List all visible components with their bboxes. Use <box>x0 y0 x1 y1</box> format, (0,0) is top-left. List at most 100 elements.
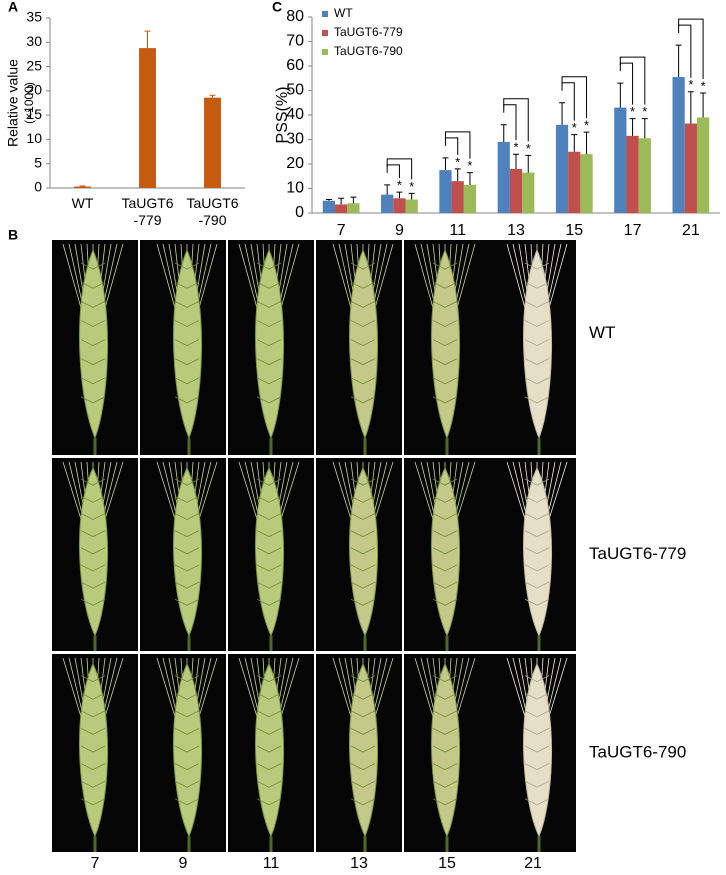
significance-bracket <box>444 131 471 159</box>
spikelet <box>350 798 376 806</box>
spikelet <box>350 598 376 606</box>
spikelet <box>80 377 106 385</box>
spikelet <box>80 262 106 270</box>
spikelet <box>432 358 458 366</box>
spikelet <box>432 745 458 753</box>
spikelet <box>256 495 282 503</box>
significance-marker: * <box>455 154 460 169</box>
row-label: TaUGT6-790 <box>589 742 686 761</box>
spikelet <box>350 581 376 589</box>
x-tick-label: 13 <box>507 222 525 239</box>
spikelet <box>524 728 550 735</box>
y-axis-label: Relative value <box>5 59 21 147</box>
y-tick-label: 0 <box>295 204 304 221</box>
significance-marker: * <box>409 179 414 194</box>
y-tick-label: 50 <box>286 82 304 99</box>
error-bar <box>144 30 151 49</box>
spikelet <box>432 530 458 538</box>
x-tick-label-line: -790 <box>198 212 226 228</box>
y-tick-label: 40 <box>286 106 304 123</box>
bar <box>439 170 452 213</box>
awn <box>414 657 436 724</box>
spikelet <box>524 763 550 771</box>
significance-bracket <box>678 18 704 79</box>
spikelet <box>524 780 550 788</box>
spikelet <box>256 396 282 404</box>
spikelet <box>80 478 106 486</box>
spikelet <box>350 339 376 347</box>
spikelet <box>350 745 376 753</box>
error-bar <box>408 192 415 200</box>
column-label: 9 <box>179 855 188 872</box>
spikelet <box>80 745 106 753</box>
spikelet <box>350 547 376 555</box>
awn <box>196 461 218 526</box>
bar <box>626 135 639 213</box>
spikelet <box>350 692 376 700</box>
spikelet <box>256 262 282 270</box>
x-tick-label: TaUGT6 -790 <box>186 195 238 228</box>
significance-bracket <box>678 24 692 78</box>
spikelet <box>174 564 200 572</box>
error-bar <box>559 102 566 125</box>
spikelet <box>174 581 200 589</box>
spikelet <box>432 547 458 555</box>
spikelet <box>524 598 550 606</box>
significance-marker: * <box>467 158 472 173</box>
row-label: WT <box>589 323 615 342</box>
awn <box>238 461 260 526</box>
spikelet <box>80 495 106 503</box>
awn <box>546 243 568 316</box>
spikelet <box>524 478 550 486</box>
spikelet <box>524 495 550 503</box>
awn <box>454 243 476 316</box>
spikelet <box>350 763 376 771</box>
spikelet <box>350 495 376 503</box>
awn <box>102 657 124 724</box>
bar <box>322 200 336 213</box>
spikelet <box>350 675 376 683</box>
spikelet <box>80 339 106 347</box>
spikelet <box>350 281 376 289</box>
spikelet <box>80 396 106 404</box>
spikelet <box>256 692 282 700</box>
spikelet <box>174 675 200 683</box>
spikelet <box>524 547 550 555</box>
x-tick-label: 15 <box>565 222 583 239</box>
spikelet <box>350 377 376 385</box>
spikelet <box>174 478 200 486</box>
y-tick-label: 15 <box>26 106 42 122</box>
x-tick-label-line: WT <box>72 195 94 211</box>
awn <box>238 243 260 316</box>
spikelet <box>256 798 282 806</box>
awn <box>414 461 436 526</box>
error-bar <box>675 44 682 78</box>
spikelet <box>432 396 458 404</box>
awn <box>506 461 528 526</box>
bar <box>672 77 685 214</box>
legend-swatch <box>322 11 328 17</box>
spikelet <box>524 358 550 366</box>
spikelet <box>524 300 550 308</box>
error-bar <box>466 172 473 185</box>
y-tick-label: 80 <box>286 8 304 25</box>
spikelet <box>432 581 458 589</box>
x-tick-label: 21 <box>682 222 700 239</box>
error-bar <box>583 131 590 155</box>
spikelet <box>350 530 376 538</box>
spikelet <box>350 564 376 572</box>
y-tick-label: 10 <box>286 180 304 197</box>
spikelet <box>80 513 106 520</box>
significance-marker: * <box>572 120 577 135</box>
spikelet <box>432 320 458 327</box>
awn <box>546 461 568 526</box>
spikelet <box>350 262 376 270</box>
error-bar <box>629 118 636 136</box>
spikelet <box>80 530 106 538</box>
bar <box>381 194 394 213</box>
spikelet <box>432 281 458 289</box>
spikelet <box>80 598 106 606</box>
spikelet <box>174 530 200 538</box>
